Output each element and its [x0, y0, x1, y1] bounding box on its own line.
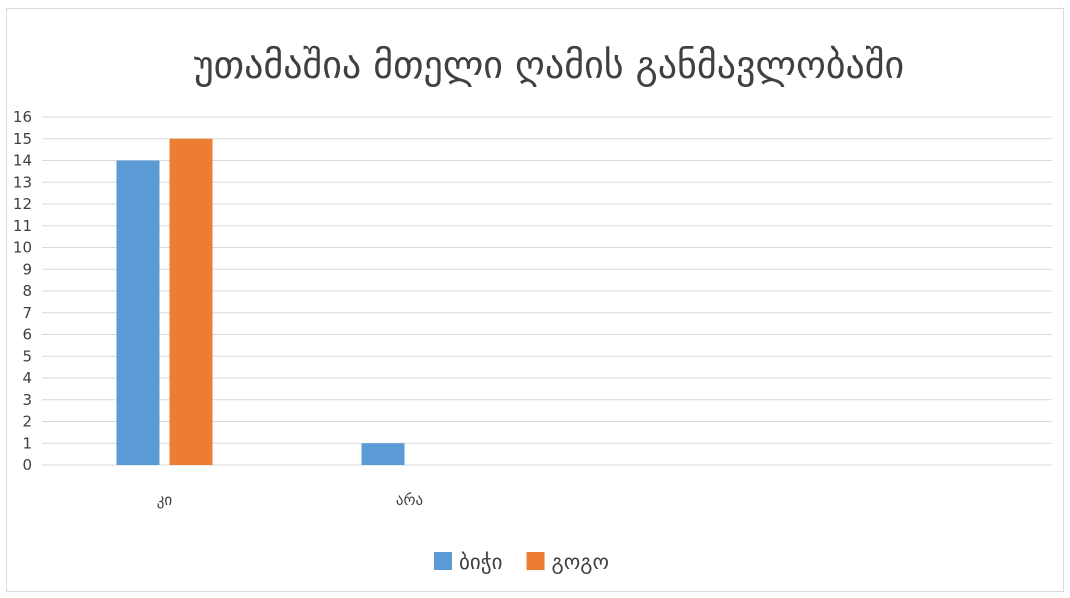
- y-tick-label: 12: [13, 195, 32, 213]
- y-tick-label: 15: [13, 130, 32, 148]
- legend: ბიჭი გოგო: [434, 550, 609, 574]
- x-category-label: კი: [157, 491, 173, 509]
- y-tick-label: 13: [13, 173, 32, 191]
- y-tick-label: 14: [13, 152, 32, 170]
- y-tick-label: 7: [22, 304, 32, 322]
- y-tick-label: 2: [22, 413, 32, 431]
- y-tick-label: 4: [22, 369, 32, 387]
- y-tick-label: 8: [22, 282, 32, 300]
- y-tick-label: 16: [13, 108, 32, 126]
- legend-label-1: ბიჭი: [459, 550, 503, 574]
- bar-1-1: [116, 160, 160, 465]
- y-tick-label: 5: [22, 347, 32, 365]
- chart-title: უთამაშია მთელი ღამის განმავლობაში: [194, 43, 904, 87]
- y-tick-label: 6: [22, 326, 32, 344]
- y-tick-label: 3: [22, 391, 32, 409]
- legend-swatch-2: [526, 552, 545, 570]
- bars: [116, 138, 405, 465]
- y-tick-label: 0: [22, 456, 32, 474]
- y-tick-label: 11: [13, 217, 32, 235]
- x-category-label: არა: [396, 491, 423, 509]
- y-tick-label: 1: [22, 434, 32, 452]
- y-tick-label: 10: [13, 239, 32, 257]
- legend-label-2: გოგო: [552, 550, 609, 574]
- bar-1-2: [361, 443, 405, 465]
- bar-2-1: [169, 138, 213, 465]
- legend-swatch-1: [434, 552, 452, 570]
- x-axis-categories: კი არა: [157, 491, 423, 509]
- y-tick-label: 9: [22, 260, 32, 278]
